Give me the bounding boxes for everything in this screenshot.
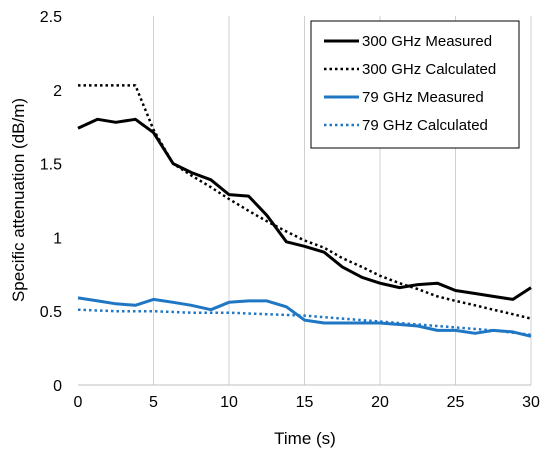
series-line-79-ghz-measured bbox=[77, 296, 532, 338]
x-tick-label: 10 bbox=[220, 394, 238, 411]
y-tick-label: 1.5 bbox=[40, 157, 62, 174]
y-tick-label: 1 bbox=[53, 230, 62, 247]
tick-labels: 0 5 10 15 20 25 30 0 0.5 1 1.5 2 2.5 bbox=[40, 9, 540, 411]
series-line-300-ghz-calculated bbox=[78, 84, 532, 320]
legend-label: 300 GHz Measured bbox=[362, 33, 492, 50]
x-tick-label: 5 bbox=[149, 394, 158, 411]
y-tick-label: 2 bbox=[53, 83, 62, 100]
x-tick-label: 15 bbox=[296, 394, 314, 411]
x-tick-label: 20 bbox=[371, 394, 389, 411]
x-tick-label: 30 bbox=[522, 394, 540, 411]
x-axis-title: Time (s) bbox=[274, 429, 336, 448]
y-tick-label: 2.5 bbox=[40, 9, 62, 26]
series-line-79-ghz-calculated bbox=[77, 308, 532, 337]
legend-label: 79 GHz Measured bbox=[362, 89, 484, 106]
y-axis-title: Specific attenuation (dB/m) bbox=[9, 98, 28, 302]
x-tick-label: 0 bbox=[74, 394, 83, 411]
legend-label: 79 GHz Calculated bbox=[362, 117, 488, 134]
series-line-300-ghz-measured bbox=[77, 117, 532, 301]
y-tick-label: 0.5 bbox=[40, 304, 62, 321]
y-tick-label: 0 bbox=[53, 378, 62, 395]
legend-label: 300 GHz Calculated bbox=[362, 61, 496, 78]
series-lines bbox=[77, 84, 532, 338]
x-tick-label: 25 bbox=[447, 394, 465, 411]
legend: 300 GHz Measured 300 GHz Calculated 79 GHz… bbox=[310, 20, 520, 149]
